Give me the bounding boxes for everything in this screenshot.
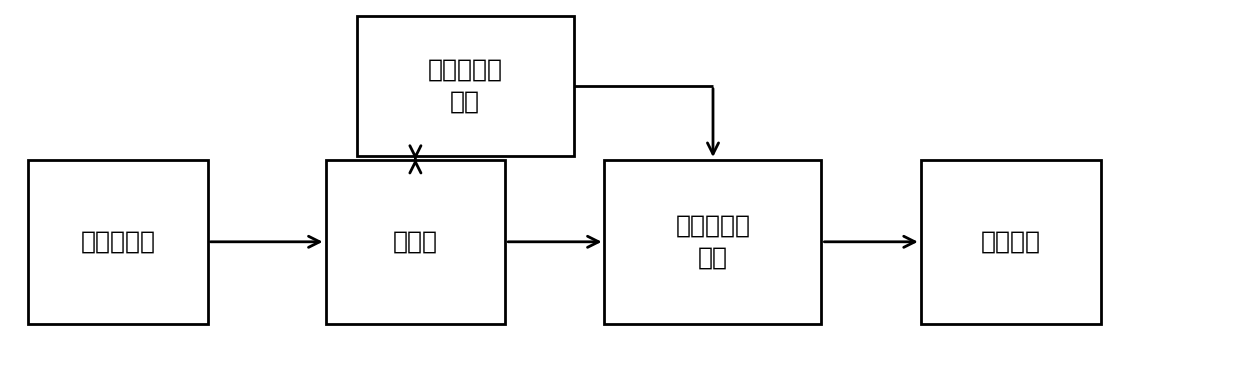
Bar <box>325 160 506 324</box>
Bar <box>920 160 1101 324</box>
Text: 步进电机驱
动器: 步进电机驱 动器 <box>428 58 502 113</box>
Bar <box>29 160 207 324</box>
Bar <box>604 160 821 324</box>
Text: 单片机: 单片机 <box>393 230 438 254</box>
Text: 限位传感器: 限位传感器 <box>81 230 155 254</box>
Text: 继电器选择
模块: 继电器选择 模块 <box>676 214 750 269</box>
Bar <box>357 16 573 156</box>
Text: 步进电机: 步进电机 <box>981 230 1040 254</box>
